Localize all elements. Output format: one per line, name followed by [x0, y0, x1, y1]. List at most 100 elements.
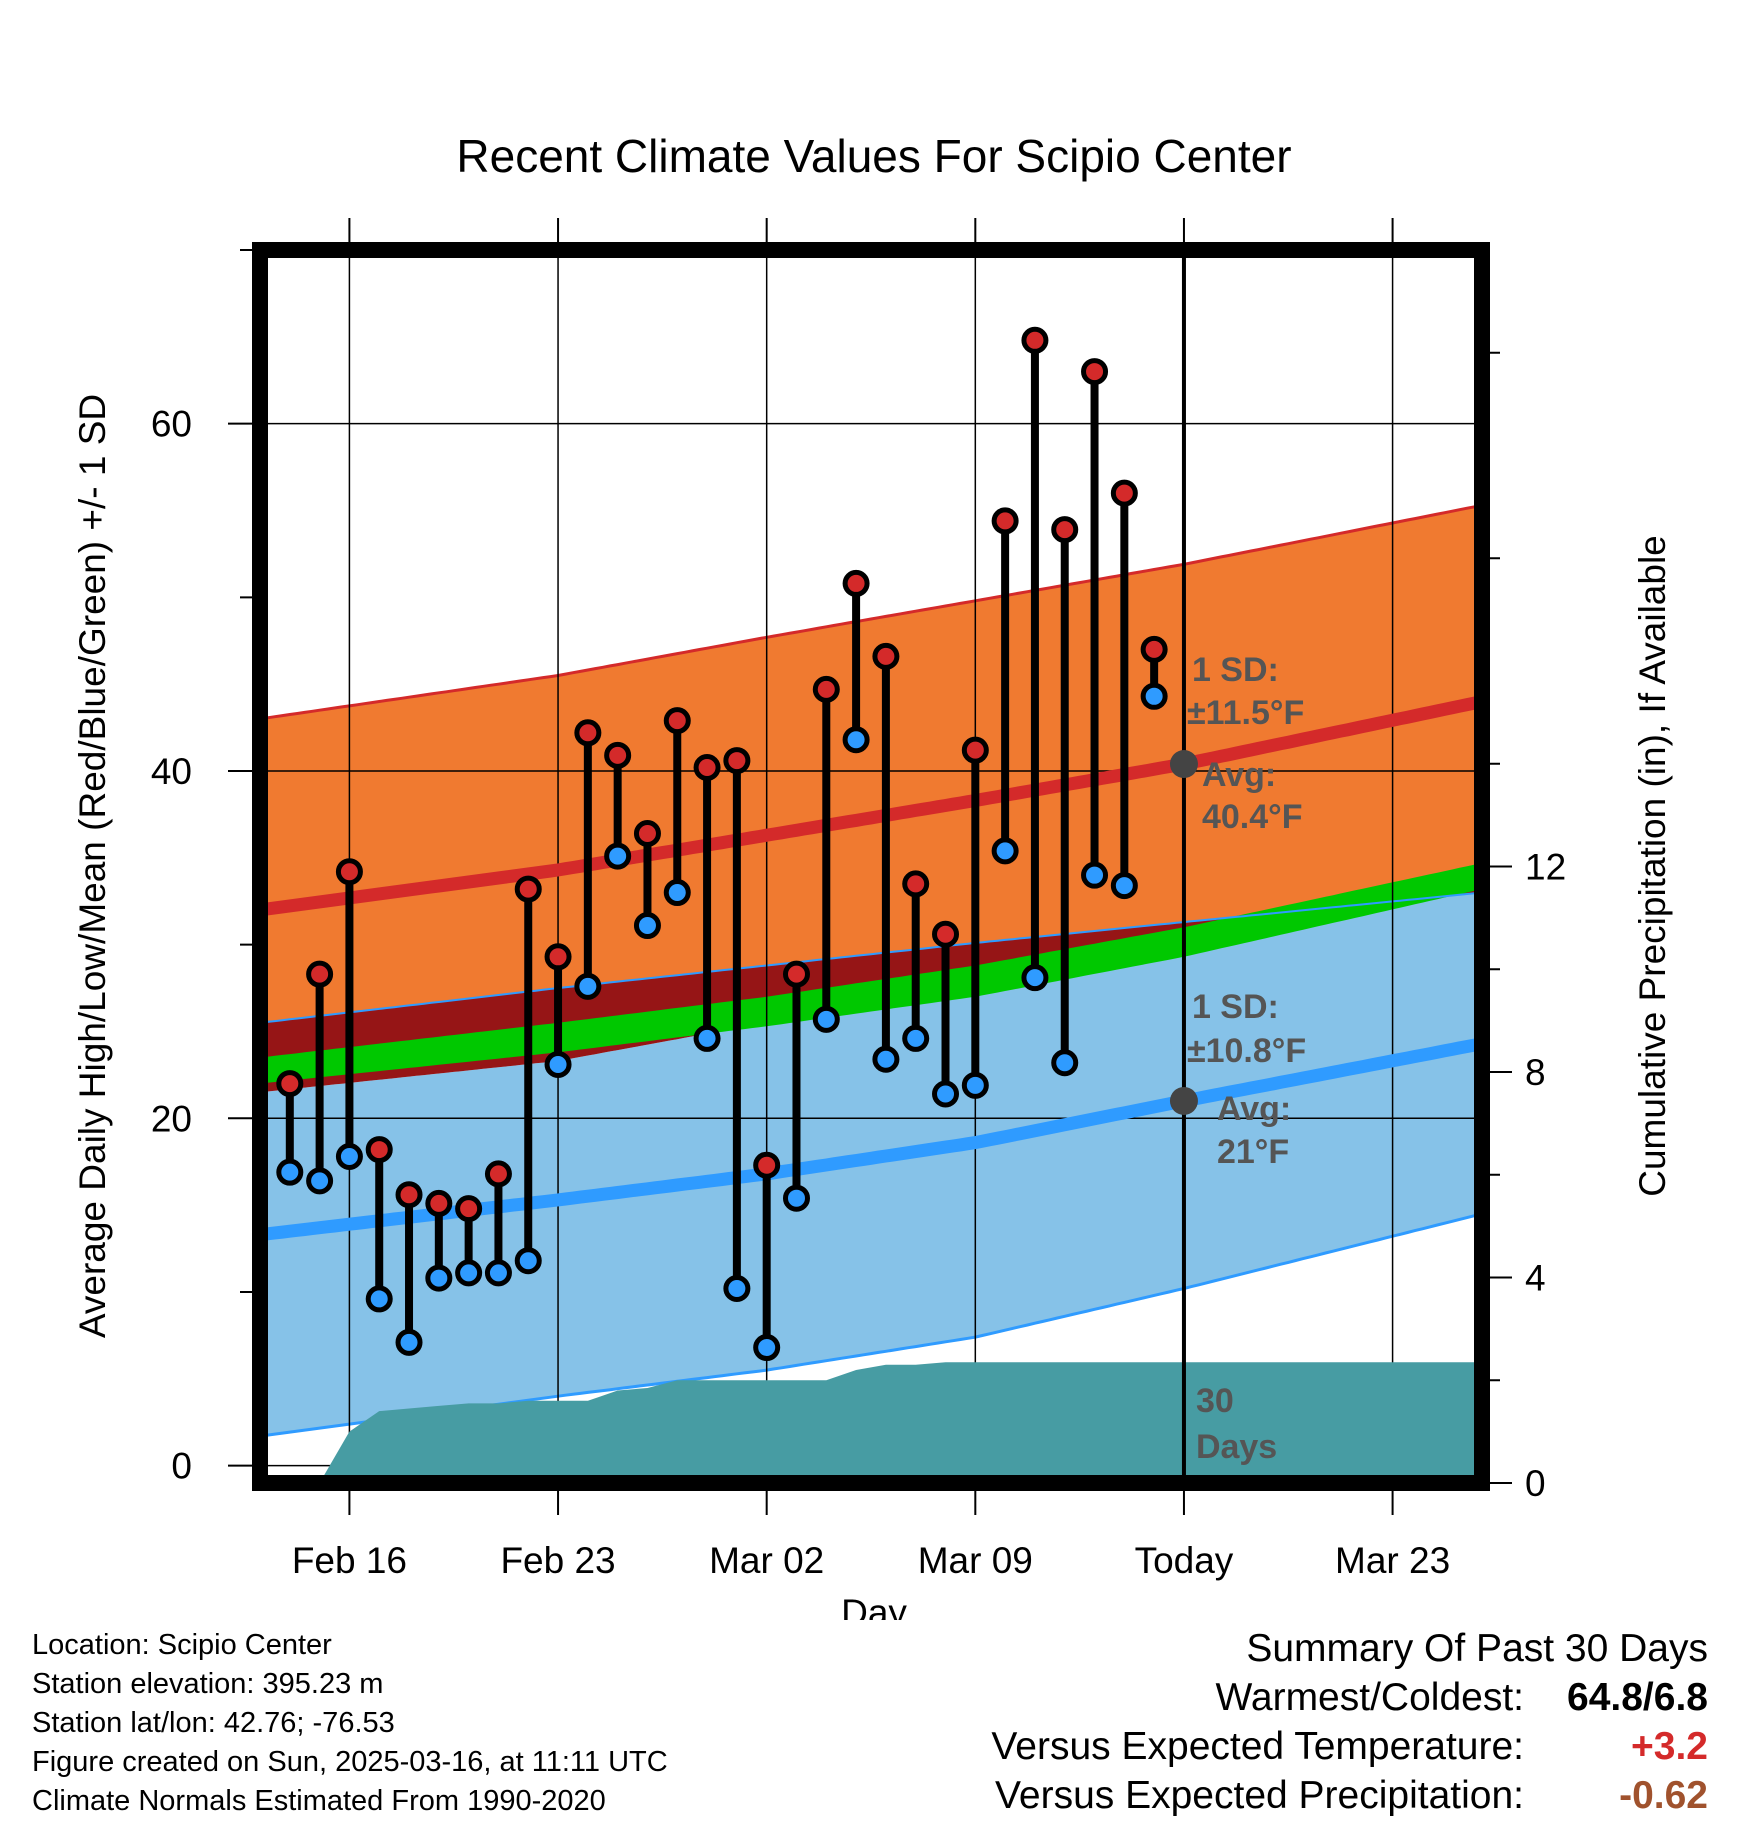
obs-low-29 — [1140, 682, 1168, 710]
low-sd-value: ±10.8°F — [1187, 1032, 1306, 1070]
obs-low-11 — [604, 842, 632, 870]
obs-low-6 — [455, 1259, 483, 1287]
summary-title: Summary Of Past 30 Days — [1246, 1627, 1708, 1670]
obs-high-28 — [1110, 479, 1138, 507]
high-sd-value: ±11.5°F — [1187, 694, 1304, 732]
y-axis-label-left: Average Daily High/Low/Mean (Red/Blue/Gr… — [72, 394, 113, 1338]
station-info: Location: Scipio Center Station elevatio… — [32, 1626, 668, 1821]
obs-high-19 — [842, 569, 870, 597]
obs-high-16 — [753, 1151, 781, 1179]
y-tick-label-right-0: 0 — [1525, 1463, 1546, 1504]
obs-low-10 — [574, 972, 602, 1000]
obs-high-24 — [991, 507, 1019, 535]
obs-low-9 — [544, 1050, 572, 1078]
high-avg-label: Avg: — [1202, 756, 1276, 794]
summary-label-temperature: Versus Expected Temperature: — [991, 1725, 1524, 1768]
x-tick-label-0: Feb 16 — [292, 1540, 407, 1581]
footer-created: Figure created on Sun, 2025-03-16, at 11… — [32, 1746, 668, 1778]
summary-value-extremes: 64.8/6.8 — [1567, 1676, 1708, 1719]
obs-high-29 — [1140, 635, 1168, 663]
chart-title: Recent Climate Values For Scipio Center — [456, 130, 1291, 182]
low-avg-marker — [1169, 1086, 1198, 1115]
mean-band — [260, 863, 1482, 1084]
footer-normals: Climate Normals Estimated From 1990-2020 — [32, 1785, 606, 1817]
obs-low-16 — [753, 1334, 781, 1362]
x-tick-label-5: Mar 23 — [1335, 1540, 1450, 1581]
obs-low-28 — [1110, 872, 1138, 900]
obs-high-25 — [1021, 326, 1049, 354]
high-mean-line — [260, 695, 1482, 917]
obs-low-26 — [1051, 1049, 1079, 1077]
summary-row-extremes: Warmest/Coldest: 64.8/6.8 — [991, 1673, 1708, 1722]
x-tick-label-3: Mar 09 — [918, 1540, 1033, 1581]
obs-low-20 — [872, 1045, 900, 1073]
y-tick-label-left-1: 20 — [151, 1098, 192, 1139]
days-label-word: Days — [1196, 1428, 1277, 1466]
low-avg-label: Avg: — [1217, 1090, 1291, 1128]
y-tick-label-left-3: 60 — [151, 404, 192, 445]
obs-low-19 — [842, 726, 870, 754]
y-tick-label-right-3: 12 — [1525, 847, 1566, 888]
obs-high-15 — [723, 747, 751, 775]
summary-label-precipitation: Versus Expected Precipitation: — [995, 1774, 1524, 1817]
obs-low-13 — [663, 879, 691, 907]
obs-low-2 — [335, 1143, 363, 1171]
obs-low-17 — [782, 1184, 810, 1212]
obs-high-3 — [365, 1136, 393, 1164]
summary-panel: Summary Of Past 30 Days Warmest/Coldest:… — [991, 1624, 1708, 1820]
obs-high-1 — [306, 960, 334, 988]
obs-high-27 — [1081, 358, 1109, 386]
low-sd-label: 1 SD: — [1192, 988, 1279, 1026]
obs-high-11 — [604, 741, 632, 769]
x-axis-label: Day — [841, 1592, 907, 1620]
x-tick-label-1: Feb 23 — [500, 1540, 615, 1581]
obs-low-4 — [395, 1328, 423, 1356]
x-tick-label-2: Mar 02 — [709, 1540, 824, 1581]
obs-low-8 — [514, 1247, 542, 1275]
obs-low-5 — [425, 1264, 453, 1292]
obs-high-4 — [395, 1181, 423, 1209]
obs-high-14 — [693, 754, 721, 782]
obs-low-0 — [276, 1158, 304, 1186]
obs-low-7 — [484, 1259, 512, 1287]
x-tick-label-4: Today — [1135, 1540, 1234, 1581]
high-sd-label: 1 SD: — [1192, 651, 1279, 689]
obs-high-8 — [514, 875, 542, 903]
obs-low-27 — [1081, 861, 1109, 889]
obs-high-18 — [812, 675, 840, 703]
footer-elevation: Station elevation: 395.23 m — [32, 1668, 384, 1700]
obs-high-6 — [455, 1195, 483, 1223]
y-tick-label-left-0: 0 — [171, 1446, 192, 1487]
obs-high-26 — [1051, 516, 1079, 544]
obs-low-3 — [365, 1285, 393, 1313]
y-tick-label-left-2: 40 — [151, 751, 192, 792]
obs-low-24 — [991, 837, 1019, 865]
obs-low-14 — [693, 1024, 721, 1052]
obs-low-18 — [812, 1005, 840, 1033]
high-sd-band — [260, 505, 1482, 1023]
y-axis-label-right: Cumulative Precipitation (in), If Availa… — [1632, 535, 1673, 1197]
obs-high-5 — [425, 1189, 453, 1217]
obs-high-20 — [872, 642, 900, 670]
obs-high-2 — [335, 858, 363, 886]
obs-high-13 — [663, 707, 691, 735]
summary-row-temperature: Versus Expected Temperature: +3.2 — [991, 1722, 1708, 1771]
obs-high-21 — [902, 870, 930, 898]
y-tick-label-right-1: 4 — [1525, 1258, 1546, 1299]
low-avg-value: 21°F — [1217, 1133, 1289, 1171]
obs-low-25 — [1021, 964, 1049, 992]
obs-high-22 — [932, 920, 960, 948]
obs-low-12 — [633, 912, 661, 940]
plot-frame — [252, 242, 1490, 1491]
summary-value-precipitation: -0.62 — [1619, 1774, 1708, 1817]
y-tick-label-right-2: 8 — [1525, 1052, 1546, 1093]
obs-high-7 — [484, 1160, 512, 1188]
summary-value-temperature: +3.2 — [1631, 1725, 1708, 1768]
obs-low-22 — [932, 1080, 960, 1108]
obs-high-0 — [276, 1070, 304, 1098]
high-avg-value: 40.4°F — [1202, 798, 1303, 836]
climate-chart: Recent Climate Values For Scipio Center … — [72, 130, 1673, 1620]
high-upper-line — [260, 503, 1482, 721]
high-avg-marker — [1169, 750, 1198, 779]
obs-low-15 — [723, 1274, 751, 1302]
